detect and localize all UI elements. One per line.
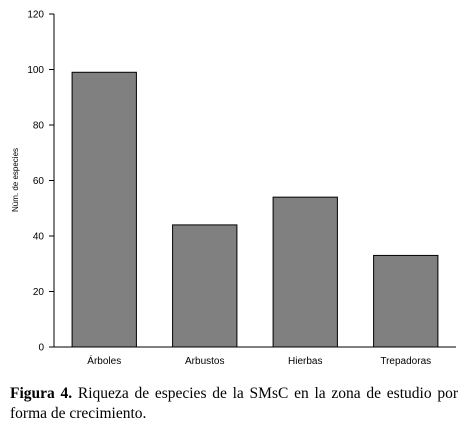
bar-chart: 0 20 40 60 80 100 120 Árboles Arbustos Hierbas Tr…	[11, 10, 456, 367]
bars	[71, 71, 439, 348]
y-axis: 0 20 40 60 80 100 120	[27, 10, 55, 354]
x-tick-label: Trepadoras	[380, 356, 431, 367]
y-tick-label: 0	[38, 343, 44, 354]
x-tick-label: Árboles	[87, 354, 121, 367]
y-tick-label: 60	[33, 176, 45, 187]
bar	[373, 254, 439, 348]
figure-caption-text: Riqueza de especies de la SMsC en la zon…	[10, 385, 458, 422]
x-tick-label: Hierbas	[288, 356, 322, 367]
bar	[272, 196, 338, 348]
y-tick-label: 80	[33, 121, 45, 132]
bar	[172, 224, 238, 348]
bar	[71, 71, 137, 348]
x-tick-label: Arbustos	[185, 356, 224, 367]
y-tick-label: 100	[27, 65, 44, 76]
y-tick-label: 40	[33, 232, 45, 243]
figure-caption: Figura 4. Riqueza de especies de la SMsC…	[10, 384, 458, 424]
y-tick-label: 20	[33, 287, 45, 298]
y-tick-label: 120	[27, 10, 44, 21]
y-axis-label: Núm. de especies	[11, 148, 20, 212]
figure-caption-label: Figura 4.	[10, 385, 73, 402]
x-axis: Árboles Arbustos Hierbas Trepadoras	[54, 346, 456, 367]
